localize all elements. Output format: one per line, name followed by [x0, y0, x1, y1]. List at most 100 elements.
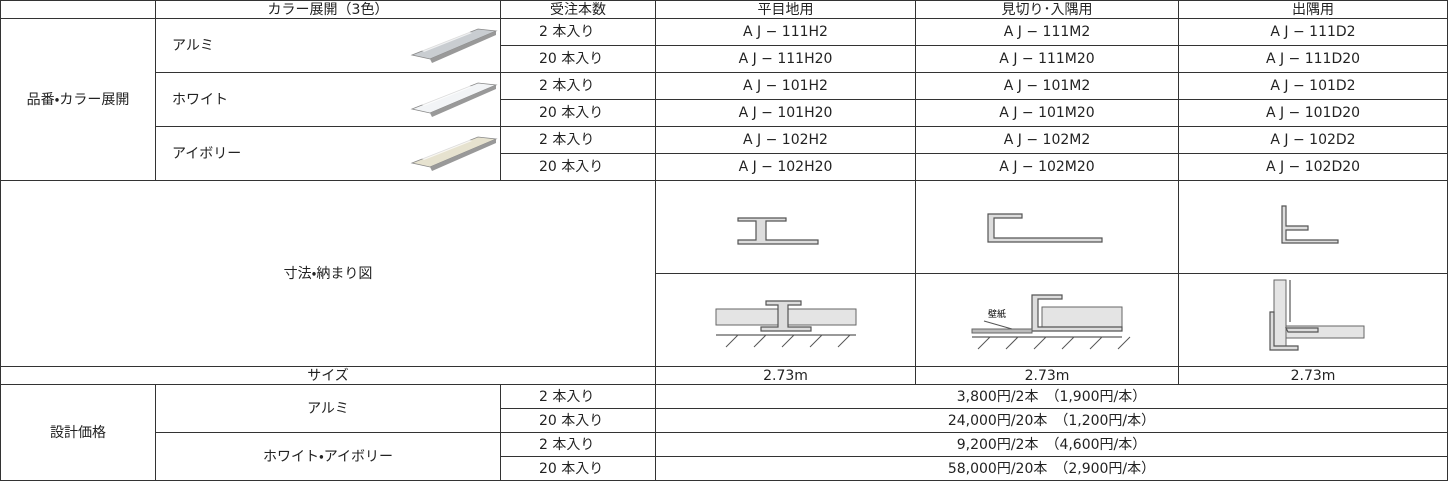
price-row: 20 本入り 24,000円/20本 （1,200円/本）: [1, 408, 1448, 433]
shape: [420, 139, 472, 160]
color-name: ホワイト: [172, 91, 228, 108]
shape: [1005, 336, 1019, 349]
product-code: A J − 102D2: [1178, 126, 1448, 154]
price-label: 設計価格: [0, 384, 156, 481]
product-code: A J − 102H20: [655, 153, 916, 181]
diagram: [1281, 204, 1339, 244]
shape: [1033, 336, 1047, 349]
header-cell: 平目地用: [655, 0, 916, 19]
code-row: 品番・カラー展開 アルミ 2 本入り A J − 111H2 A J − 111M2 A …: [0, 18, 1448, 181]
code-row: 20 本入り A J − 102H20 A J − 102M20 A J − 102D…: [1, 153, 1448, 181]
qty: 20 本入り: [500, 99, 656, 127]
price-group: アルミ: [155, 384, 501, 433]
diagram-label: 寸法・納まり図: [0, 180, 656, 367]
diagram: [1269, 279, 1365, 351]
shape: [809, 334, 822, 347]
diagram-row: 寸法・納まり図: [0, 180, 1448, 367]
color-cell: ホワイト: [155, 72, 501, 127]
color-cell: アルミ: [155, 18, 501, 73]
shape: [1061, 336, 1075, 349]
product-code: A J − 111D2: [1178, 18, 1448, 46]
shape: [1031, 293, 1123, 332]
shape: [410, 82, 498, 114]
price-row: 設計価格 アルミ 2 本入り 3,800円/2本 （1,900円/本）: [0, 384, 1448, 481]
price-row: ホワイト・アイボリー 2 本入り 9,200円/2本 （4,600円/本）: [1, 432, 1448, 481]
product-code: A J − 102M2: [915, 126, 1179, 154]
shape: [410, 28, 498, 60]
diagram: 壁紙: [971, 293, 1131, 349]
size: 2.73m: [655, 366, 916, 385]
shape: [1285, 326, 1319, 333]
price: 58,000円/20本 （2,900円/本）: [655, 456, 1448, 481]
price-row: 20 本入り 58,000円/20本 （2,900円/本）: [1, 456, 1448, 481]
product-code: A J − 111H20: [655, 45, 916, 73]
shape: [1281, 204, 1339, 244]
shape: [759, 299, 812, 332]
product-code: A J − 101D2: [1178, 72, 1448, 100]
header-cell: 出隅用: [1178, 0, 1448, 19]
diagram-cell: [915, 180, 1179, 274]
diagram: [410, 28, 498, 63]
shape: [736, 216, 819, 245]
product-code: A J − 102H2: [655, 126, 916, 154]
price-group: ホワイト・アイボリー: [155, 432, 501, 481]
shape: [410, 136, 498, 168]
diagram-cell: [655, 180, 916, 274]
header-cell: 受注本数: [500, 0, 656, 19]
qty: 2 本入り: [500, 384, 656, 409]
diagram: [736, 216, 819, 245]
color-name: アイボリー: [172, 145, 242, 162]
product-code: A J − 111D20: [1178, 45, 1448, 73]
product-code: A J − 101D20: [1178, 99, 1448, 127]
qty: 20 本入り: [500, 45, 656, 73]
product-code: A J − 111M20: [915, 45, 1179, 73]
shape: [983, 320, 1013, 329]
shape: [837, 334, 850, 347]
header-row: カラー展開（3色） 受注本数 平目地用 見切り･入隅用 出隅用: [0, 0, 1448, 19]
shape: [420, 85, 472, 106]
size: 2.73m: [915, 366, 1179, 385]
shape: [781, 334, 794, 347]
shape: [1041, 306, 1123, 327]
section-label: 品番・カラー展開: [0, 18, 156, 181]
color-cell: アイボリー: [155, 126, 501, 181]
qty: 2 本入り: [500, 18, 656, 46]
product-code: A J − 102D20: [1178, 153, 1448, 181]
shape: [1273, 279, 1287, 350]
product-code: A J − 101H20: [655, 99, 916, 127]
shape: [430, 85, 496, 117]
diagram-cell: [1178, 180, 1448, 274]
qty: 2 本入り: [500, 126, 656, 154]
header-cell: カラー展開（3色）: [155, 0, 501, 19]
shape: [971, 328, 1033, 333]
shape: [977, 336, 991, 349]
diagram: [410, 136, 498, 171]
color-name: アルミ: [172, 37, 214, 54]
size: 2.73m: [1178, 366, 1448, 385]
product-code: A J − 111M2: [915, 18, 1179, 46]
qty: 2 本入り: [500, 432, 656, 457]
qty: 20 本入り: [500, 456, 656, 481]
price: 9,200円/2本 （4,600円/本）: [655, 432, 1448, 457]
diagram: [987, 212, 1103, 243]
shape: [430, 139, 496, 171]
qty: 20 本入り: [500, 408, 656, 433]
diagram-cell: 壁紙: [915, 273, 1179, 367]
product-code: A J − 101H2: [655, 72, 916, 100]
code-row: 20 本入り A J − 111H20 A J − 111M20 A J − 111D…: [1, 45, 1448, 73]
code-row: ホワイト 2 本入り A J − 101H2 A J − 101M2 A J − 101…: [1, 72, 1448, 127]
shape: [725, 334, 738, 347]
header-cell: [0, 0, 156, 19]
price: 3,800円/2本 （1,900円/本）: [655, 384, 1448, 409]
size-row: サイズ 2.73m 2.73m 2.73m: [0, 366, 1448, 385]
diagram-cell: [1178, 273, 1448, 367]
qty: 2 本入り: [500, 72, 656, 100]
shape: [430, 31, 496, 63]
code-row: アイボリー 2 本入り A J − 102H2 A J − 102M2 A J − 10…: [1, 126, 1448, 181]
header-cell: 見切り･入隅用: [915, 0, 1179, 19]
shape: [420, 31, 472, 52]
